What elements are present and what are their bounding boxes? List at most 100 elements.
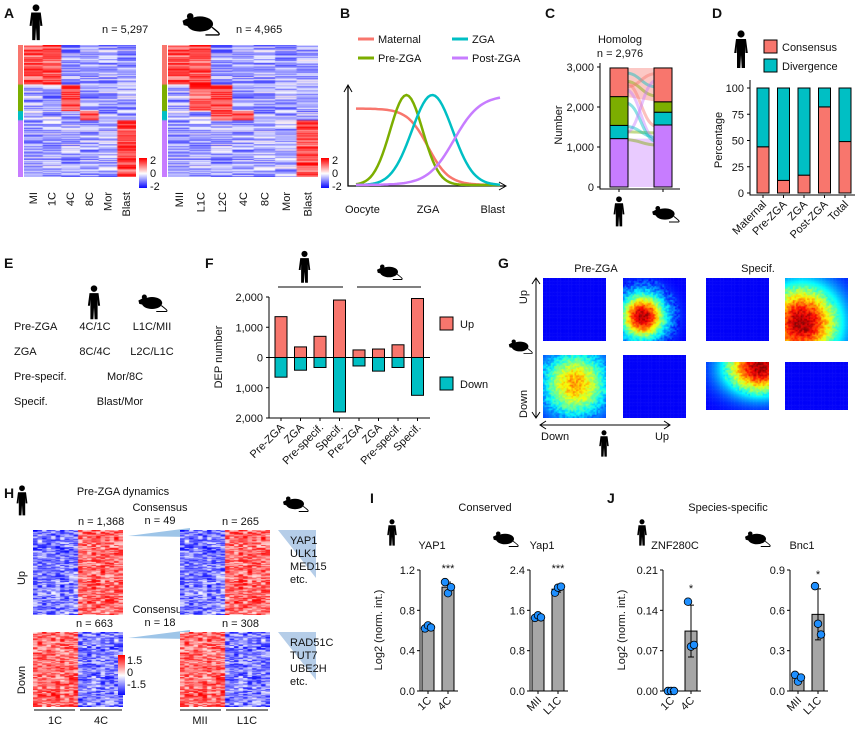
x-tick-label: L1C (541, 695, 564, 718)
legend-swatch (439, 376, 454, 391)
bar-down (274, 357, 288, 378)
colorbar-tick: -2 (332, 181, 342, 193)
mouse-n: n = 4,965 (236, 24, 282, 36)
row-label: Specif. (14, 396, 48, 408)
legend-label: Pre-ZGA (378, 53, 422, 65)
human-heatmap (24, 45, 136, 177)
flow-band (625, 138, 657, 187)
y-tick-label: 0 (588, 182, 594, 194)
h-colorbar (118, 655, 125, 695)
y-tick-label: 2,000 (235, 413, 263, 425)
h-down-human-heatmap (33, 632, 123, 707)
bar (441, 586, 455, 692)
data-point (813, 619, 823, 628)
y-axis-label: Log2 (norm. int.) (373, 590, 385, 671)
x-down-label: Down (541, 431, 569, 443)
y-axis-label: Log2 (norm. int.) (616, 590, 628, 671)
consensus-count: n = 18 (145, 617, 176, 629)
bar-divergence (838, 87, 852, 143)
x-tick-label: Total (826, 199, 851, 224)
axes (749, 80, 855, 196)
data-point (669, 686, 679, 696)
consensus-count: n = 49 (145, 515, 176, 527)
subpanel-title: Pre-ZGA dynamics (77, 486, 170, 498)
y-tick-label: 0.8 (400, 605, 415, 617)
mouse-heatmap (168, 45, 318, 177)
curve-post-zga (356, 96, 501, 187)
y-tick-label: 2,000 (566, 102, 594, 114)
axis-arrows (343, 83, 508, 191)
human-comparison: 4C/1C (79, 321, 110, 333)
gene-label: ULK1 (290, 548, 318, 560)
mouse-icon (282, 496, 309, 512)
panel-label: F (205, 255, 214, 271)
pre-zga-mouse-down-human-down (543, 355, 606, 418)
data-point (446, 582, 456, 592)
count: n = 265 (222, 516, 259, 528)
bar-divergence (756, 87, 770, 148)
colorbar-tick: 2 (332, 155, 338, 167)
legend-label: Up (460, 319, 474, 331)
y-tick-label: 0 (738, 188, 744, 200)
colorbar-tick: 0 (127, 667, 133, 679)
colorbar-tick: -2 (150, 181, 160, 193)
bar-up (391, 344, 405, 359)
h-up-mouse-heatmap (180, 530, 270, 615)
axes (347, 86, 505, 187)
stage-label: MII (174, 192, 186, 207)
y-axis-label: DEP number (213, 325, 225, 388)
bar-consensus (818, 106, 831, 194)
y-tick-label: 2.4 (510, 565, 525, 577)
panel-label: A (4, 5, 14, 21)
significance: *** (552, 563, 566, 575)
y-tick-label: 0.07 (637, 646, 658, 658)
row-label: Pre-ZGA (14, 321, 58, 333)
x-tick-label: 4C (436, 695, 454, 713)
data-point (536, 613, 546, 622)
y-tick-label: 0 (257, 353, 263, 365)
legend-label: Consensus (782, 42, 838, 54)
mouse-icon (744, 531, 771, 547)
data-point (689, 640, 699, 650)
human-comparison: Blast/Mor (97, 396, 144, 408)
bar-up (352, 349, 366, 358)
flow-band (625, 67, 657, 102)
consensus-wedge (128, 630, 190, 639)
gene-title: Yap1 (530, 540, 555, 552)
gene-title: YAP1 (418, 540, 445, 552)
bar-up (411, 298, 424, 359)
stage-label: 1C (47, 192, 59, 206)
y-tick-label: 100 (726, 83, 744, 95)
mouse-comparison: L2C/L1C (130, 346, 173, 358)
y-arrow (531, 277, 541, 419)
gene-wedge (278, 530, 316, 578)
stage-label: 4C (238, 192, 250, 206)
legend-swatch (439, 316, 454, 331)
stage-label: 8C (84, 192, 96, 206)
stack-segment (653, 101, 673, 113)
legend-swatch (763, 58, 778, 73)
specif-mouse-up-human-down (706, 278, 769, 341)
y-tick-label: 0.0 (510, 686, 525, 698)
legend-label: Divergence (782, 61, 838, 73)
bar-down (352, 357, 366, 367)
bar-up (333, 299, 346, 358)
x-tick-label: Oocyte (345, 204, 380, 216)
y-tick-label: 75 (732, 109, 744, 121)
panel-label: D (712, 5, 722, 21)
bar-down (391, 357, 405, 368)
bar-down (333, 357, 346, 413)
h-up-human-heatmap (33, 530, 123, 615)
mouse-cluster-bar (162, 45, 167, 177)
flow-band (624, 87, 658, 142)
x-tick-label: ZGA (417, 204, 440, 216)
stack-segment (653, 124, 673, 188)
x-label: MII (192, 715, 207, 727)
axes (599, 63, 680, 190)
y-tick-label: 0.21 (637, 565, 658, 577)
panel-label: B (340, 5, 350, 21)
mouse-icon (492, 531, 519, 547)
x-tick-label: 1C (659, 695, 677, 713)
colorbar-tick: 1.5 (127, 655, 142, 667)
bar-consensus (756, 146, 770, 194)
